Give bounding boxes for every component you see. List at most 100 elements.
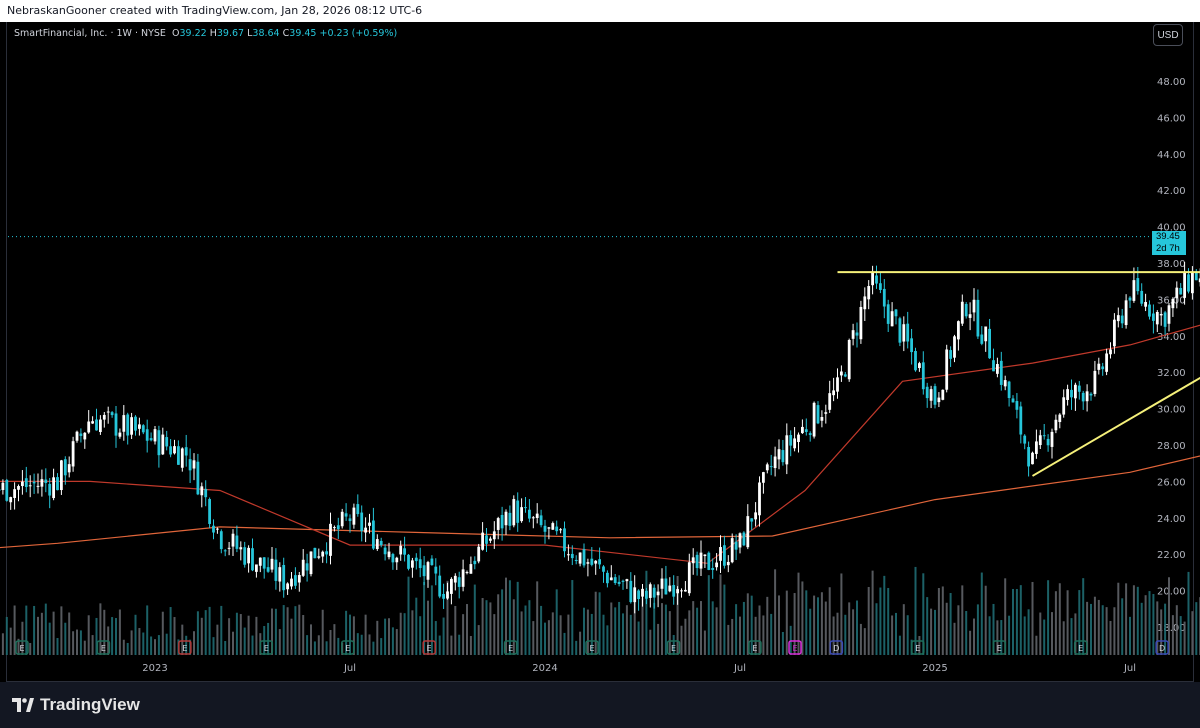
volume-bar: [1183, 621, 1186, 655]
candle-body: [364, 527, 367, 533]
candle-body: [134, 416, 137, 431]
candle-body: [742, 532, 746, 546]
volume-bar: [1066, 590, 1069, 655]
volume-bar: [1070, 618, 1073, 655]
candle-body: [832, 390, 835, 396]
earnings-badge: [1155, 640, 1169, 655]
candle-body: [1175, 287, 1179, 299]
volume-bar: [368, 634, 371, 655]
volume-bar: [1031, 581, 1034, 655]
volume-bar: [33, 605, 36, 655]
volume-bar: [1097, 599, 1100, 655]
candle-body: [399, 545, 403, 555]
candle-body: [216, 528, 219, 530]
candle-body: [520, 507, 523, 522]
volume-bar: [185, 635, 188, 655]
earnings-badge-label: D: [1159, 644, 1165, 653]
candle-body: [656, 591, 660, 596]
volume-bar: [793, 593, 796, 655]
candle-body: [1066, 389, 1069, 400]
earnings-badge-label: E: [101, 644, 106, 653]
volume-bar: [633, 598, 636, 655]
candle-body: [996, 364, 999, 374]
y-tick-label: 26.00: [1157, 477, 1186, 488]
volume-bar: [52, 611, 55, 655]
volume-bar: [774, 569, 777, 655]
earnings-badge-label: E: [19, 644, 24, 653]
candle-body: [879, 283, 882, 290]
volume-bar: [282, 605, 285, 655]
volume-bar: [657, 623, 660, 655]
volume-bar: [247, 615, 250, 655]
candle-body: [793, 438, 796, 449]
volume-bar: [126, 642, 129, 655]
tradingview-logo[interactable]: TradingView: [12, 694, 140, 716]
volume-bar: [40, 612, 43, 655]
earnings-badge-label: D: [833, 644, 839, 653]
candle-body: [559, 529, 562, 531]
x-tick-label: 2024: [532, 663, 557, 674]
candle-body: [602, 566, 605, 572]
candle-body: [648, 584, 652, 598]
volume-bar: [781, 631, 784, 655]
volume-bar: [1015, 588, 1018, 655]
candle-body: [200, 486, 204, 496]
earnings-badge: [829, 640, 844, 655]
candle-body: [255, 564, 258, 572]
candle-body: [32, 481, 36, 484]
candle-body: [984, 326, 988, 342]
price-chart[interactable]: 48.00 46.00 44.00 42.00 40.00 38.00 36.00 34.00…: [0, 0, 1200, 682]
volume-bar: [1043, 619, 1046, 655]
volume-bar: [863, 628, 866, 655]
candle-body: [1054, 419, 1058, 431]
candle-body: [734, 541, 738, 550]
candle-body: [1015, 401, 1019, 410]
volume-bar: [664, 604, 667, 655]
candle-body: [301, 559, 305, 576]
volume-bar: [1000, 620, 1003, 655]
candle-body: [840, 371, 843, 376]
volume-bar: [220, 605, 223, 655]
candle-body: [836, 377, 839, 392]
volume-bar: [325, 641, 328, 655]
candle-body: [867, 286, 871, 300]
volume-bar: [204, 610, 207, 655]
candle-body: [481, 532, 484, 550]
candle-body: [504, 511, 508, 526]
volume-bar: [384, 618, 387, 655]
candle-body: [461, 569, 465, 587]
candle-body: [149, 438, 153, 441]
volume-bar: [980, 572, 983, 655]
candle-body: [851, 330, 855, 339]
tradingview-logo-icon: [12, 698, 34, 712]
candle-body: [391, 554, 395, 563]
candle-body: [317, 556, 321, 558]
x-tick-label: Jul: [1123, 663, 1136, 674]
volume-bar: [1093, 596, 1096, 655]
volume-bar: [1047, 580, 1050, 655]
earnings-badge: [992, 640, 1006, 655]
candle-body: [379, 540, 383, 546]
candle-body: [165, 437, 169, 447]
volume-bar: [430, 585, 433, 655]
volume-bar: [957, 605, 960, 655]
candle-body: [524, 507, 527, 509]
volume-bar: [1051, 612, 1053, 655]
volume-bar: [298, 604, 301, 655]
volume-bar: [1058, 583, 1061, 655]
footer-bar: [0, 682, 1200, 728]
y-tick-label: 34.00: [1157, 332, 1186, 343]
candle-body: [95, 419, 98, 431]
y-tick-label: 40.00: [1157, 223, 1186, 234]
volume-bar: [703, 630, 706, 655]
candle-body: [188, 459, 192, 471]
candle-body: [71, 441, 75, 467]
candle-body: [44, 479, 48, 483]
candle-body: [325, 551, 328, 555]
volume-bar: [130, 630, 133, 655]
candle-body: [1124, 300, 1128, 326]
currency-button[interactable]: USD: [1153, 24, 1183, 46]
candle-body: [645, 590, 648, 599]
candle-body: [91, 421, 94, 424]
candle-body: [1101, 366, 1105, 370]
